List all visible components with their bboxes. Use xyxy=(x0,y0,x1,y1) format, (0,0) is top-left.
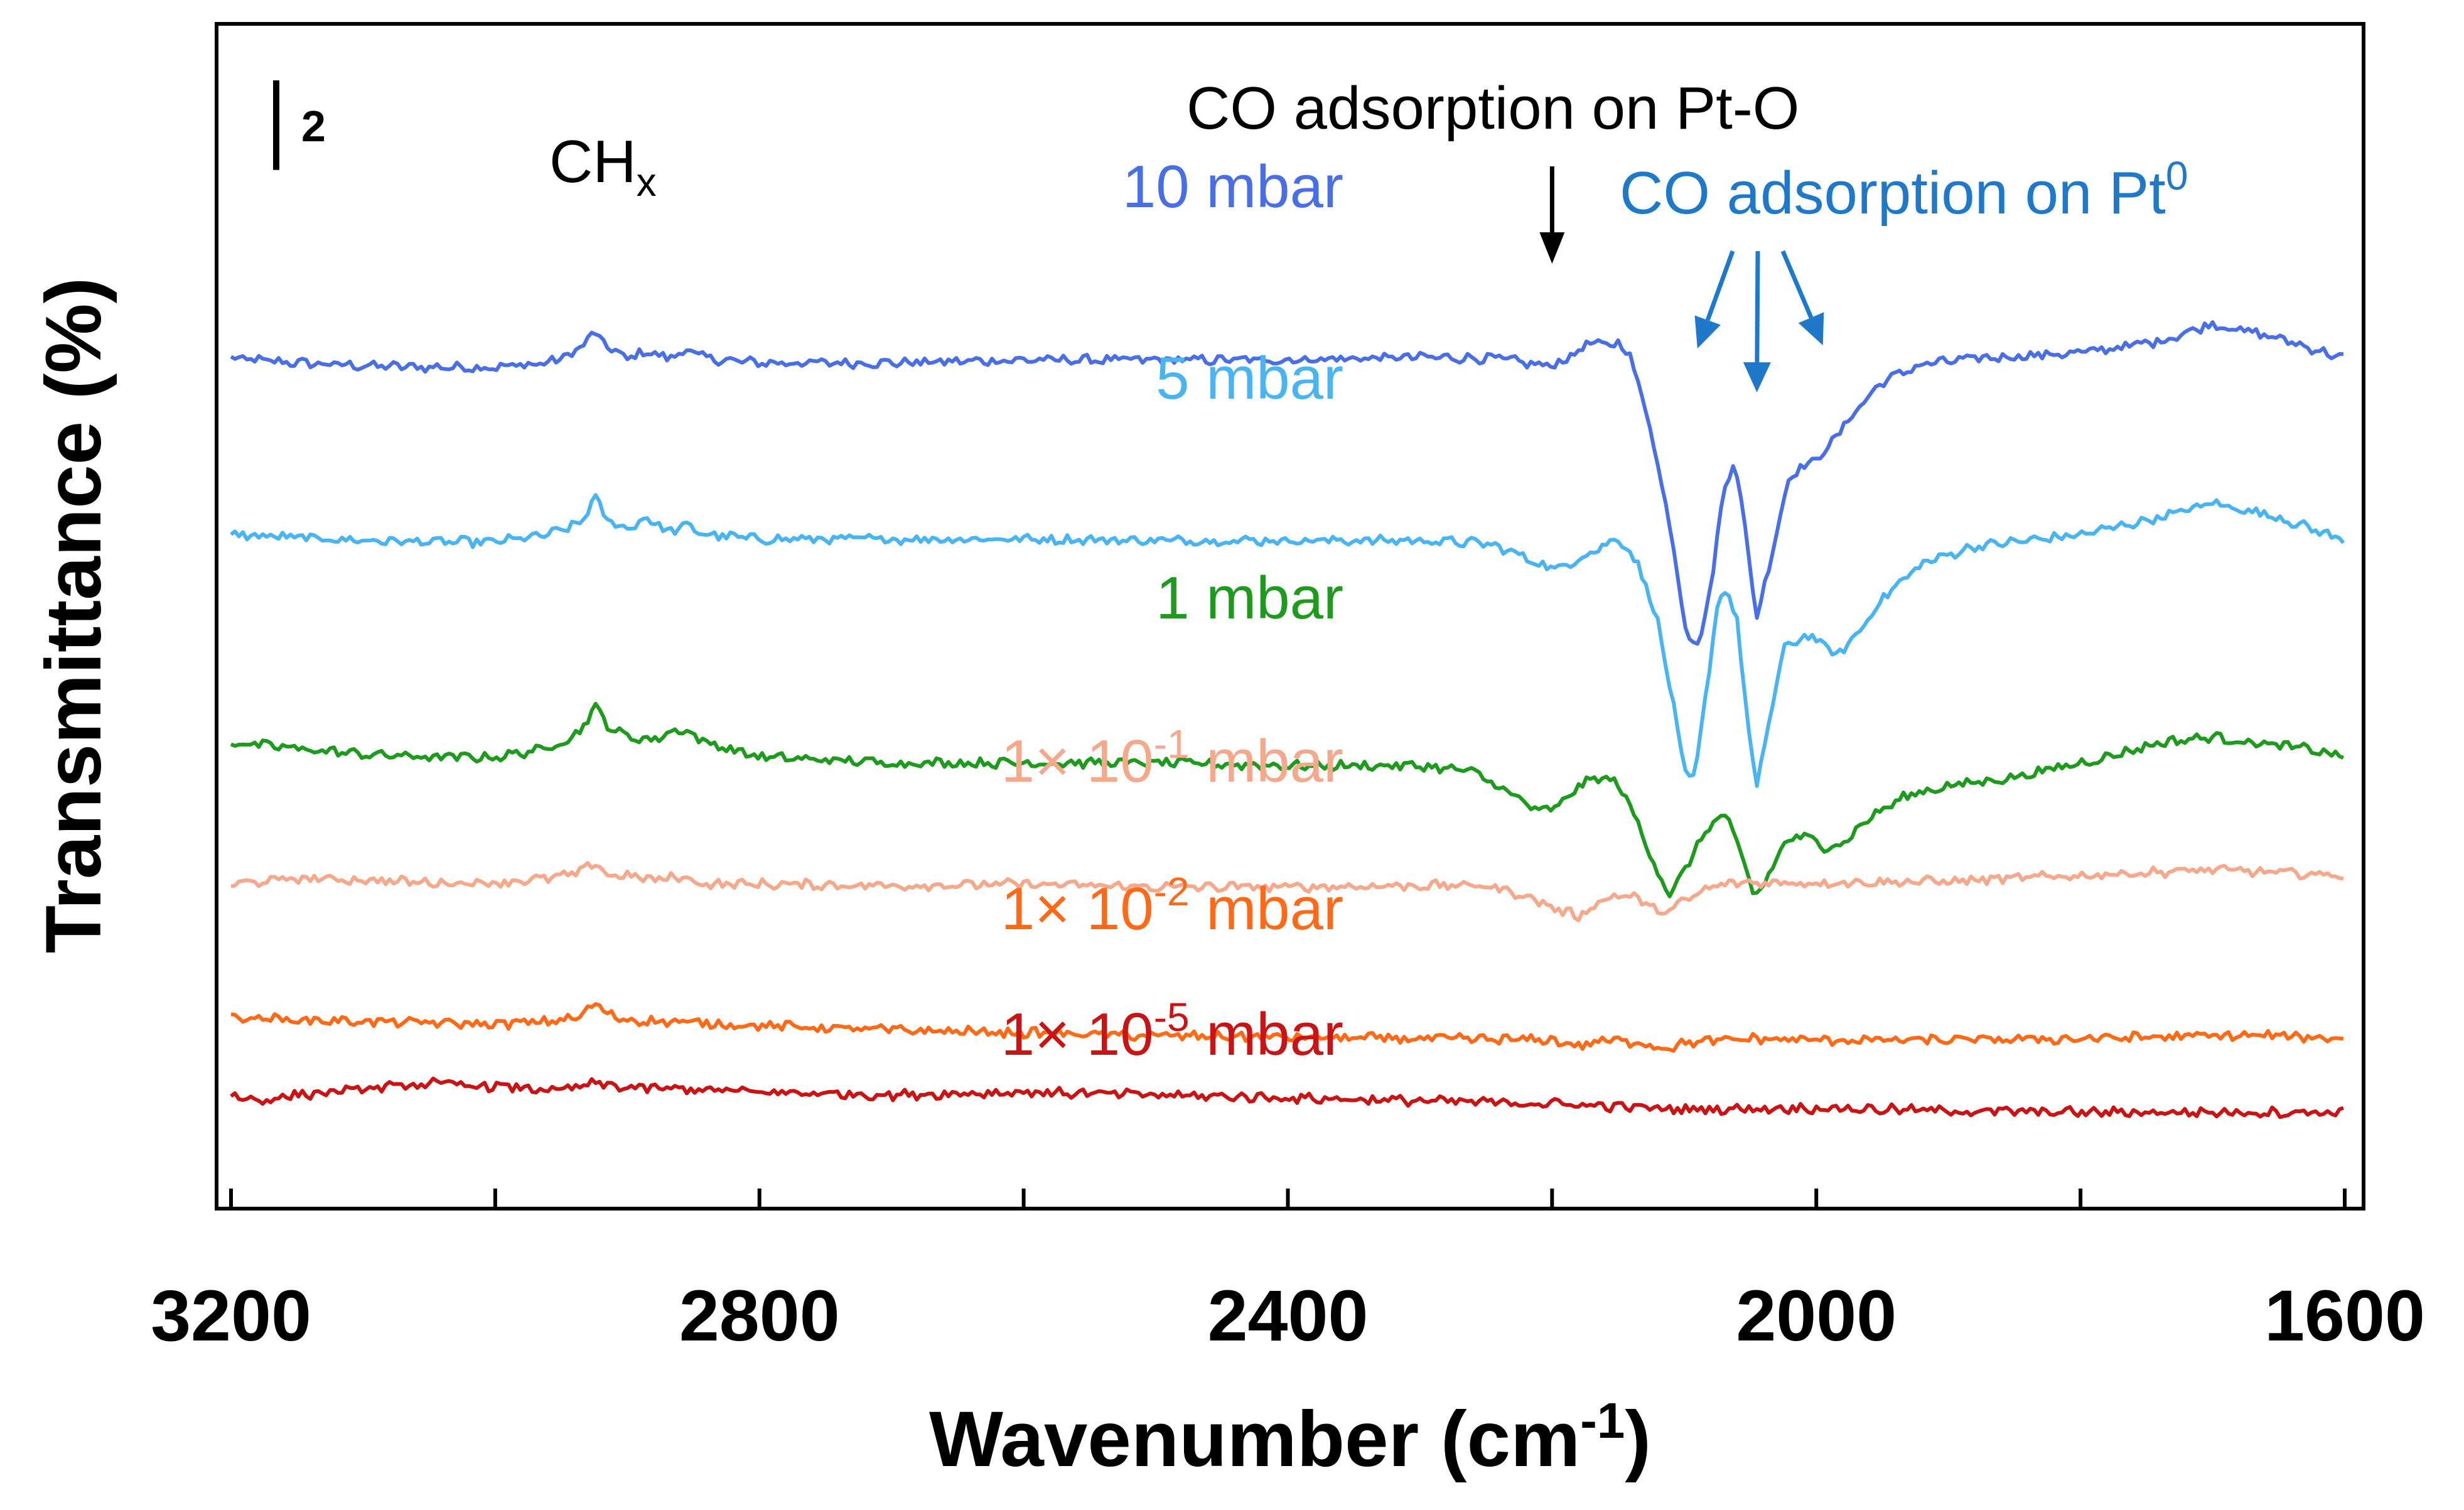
x-tick-label-2000: 2000 xyxy=(1736,1276,1896,1356)
arrow-pt-0-shaft-0 xyxy=(1705,250,1735,321)
arrow-pt-o-head-0 xyxy=(1539,232,1565,264)
x-tick-label-2800: 2800 xyxy=(679,1276,840,1356)
series-line-1 xyxy=(230,493,2345,788)
series-group xyxy=(230,320,2345,1119)
arrow-pt-0-head-2 xyxy=(1798,312,1824,345)
arrow-pt-0-shaft-2 xyxy=(1780,250,1814,319)
annotation-pt-o: CO adsorption on Pt-O xyxy=(1186,75,1799,142)
arrow-pt-0-shaft-1 xyxy=(1755,251,1760,363)
x-tick-labels: 3200 2800 2400 2000 1600 xyxy=(151,1276,2425,1356)
series-label-3: 1× 10-1 mbar xyxy=(1001,721,1343,795)
arrows-pt-o xyxy=(1539,166,1565,264)
series-label-5: 1× 10-5 mbar xyxy=(1001,995,1343,1068)
annotation-pt-0: CO adsorption on Pt0 xyxy=(1620,153,2188,227)
x-axis-title: Wavenumber (cm-1) xyxy=(929,1393,1651,1483)
x-tick-label-1600: 1600 xyxy=(2264,1276,2425,1356)
annotations: 2 CHx CO adsorption on Pt-O CO adsorptio… xyxy=(273,75,2188,392)
series-label-0: 10 mbar xyxy=(1122,153,1343,220)
series-line-0 xyxy=(230,320,2343,646)
plot-frame xyxy=(215,22,2365,1211)
arrows-pt-0 xyxy=(1694,250,1824,392)
series-labels: 10 mbar 5 mbar 1 mbar 1× 10-1 mbar 1× 10-2 m… xyxy=(1001,153,1343,1068)
series-line-3 xyxy=(230,861,2344,922)
x-tick-label-3200: 3200 xyxy=(151,1276,311,1356)
series-label-1: 5 mbar xyxy=(1156,345,1343,412)
annotation-chx: CHx xyxy=(549,128,657,205)
series-label-4: 1× 10-2 mbar xyxy=(1001,869,1343,942)
arrow-pt-0-head-0 xyxy=(1694,315,1721,348)
series-label-2: 1 mbar xyxy=(1156,564,1343,632)
scale-bar-label: 2 xyxy=(301,102,326,151)
series-line-5 xyxy=(230,1076,2344,1119)
x-ticks xyxy=(229,1189,2347,1209)
series-line-4 xyxy=(230,1002,2344,1053)
series-line-2 xyxy=(230,701,2345,898)
x-tick-label-2400: 2400 xyxy=(1208,1276,1369,1356)
arrow-pt-0-head-1 xyxy=(1743,362,1771,392)
y-axis-title: Transmittance (%) xyxy=(30,278,117,954)
